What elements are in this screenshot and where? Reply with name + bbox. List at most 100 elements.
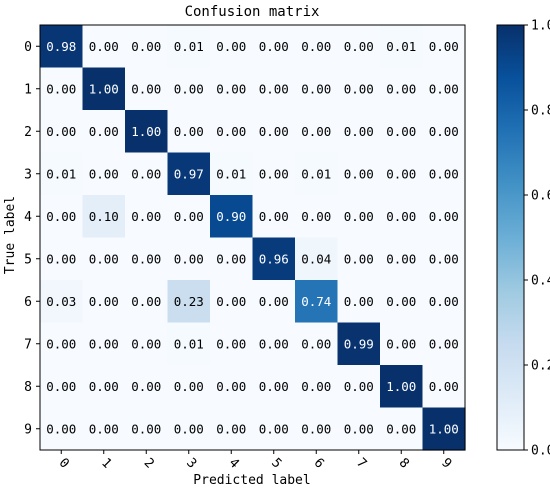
heatmap-cell	[422, 237, 466, 281]
cell-value-label: 0.00	[344, 379, 374, 394]
heatmap-cell	[167, 407, 211, 451]
cell-value-label: 0.01	[386, 39, 416, 54]
heatmap-cell	[210, 152, 254, 196]
heatmap-cell	[295, 280, 339, 324]
cell-value-label: 0.00	[46, 124, 76, 139]
heatmap-cell	[422, 322, 466, 366]
cell-value-label: 0.00	[46, 81, 76, 96]
heatmap-cell	[210, 407, 254, 451]
colorbar-tick-label: 0.2	[531, 359, 550, 374]
heatmap-cell	[337, 152, 381, 196]
cell-value-label: 0.00	[429, 294, 459, 309]
colorbar-tick-label: 0.0	[531, 444, 550, 459]
cell-value-label: 0.00	[216, 336, 246, 351]
cell-value-label: 0.00	[174, 421, 204, 436]
cell-value-label: 0.00	[301, 81, 331, 96]
heatmap-cell	[167, 67, 211, 111]
heatmap-cell	[337, 25, 381, 69]
heatmap-cell	[337, 237, 381, 281]
cell-value-label: 0.23	[174, 294, 204, 309]
heatmap-cell	[210, 365, 254, 409]
colorbar-tick-label: 0.6	[531, 189, 550, 204]
colorbar	[496, 24, 525, 451]
cell-value-label: 0.00	[429, 166, 459, 181]
heatmap-cell	[82, 152, 126, 196]
y-tick-label: 8	[24, 380, 32, 395]
heatmap-cell	[380, 110, 424, 154]
cell-value-label: 0.00	[89, 39, 119, 54]
heatmap-cell	[82, 195, 126, 239]
x-tick-label: 2	[141, 455, 157, 471]
heatmap-cell	[422, 195, 466, 239]
heatmap-cell	[40, 67, 84, 111]
heatmap-cell	[295, 407, 339, 451]
heatmap-cell	[125, 365, 169, 409]
y-tick-label: 1	[24, 82, 32, 97]
heatmap-cell	[40, 110, 84, 154]
cell-value-label: 1.00	[386, 379, 416, 394]
cell-value-label: 0.00	[259, 336, 289, 351]
cell-value-label: 0.00	[386, 81, 416, 96]
cell-value-label: 0.00	[344, 421, 374, 436]
heatmap-cell	[82, 237, 126, 281]
cell-value-label: 0.00	[216, 81, 246, 96]
cell-value-label: 0.00	[344, 124, 374, 139]
cell-value-label: 1.00	[429, 421, 459, 436]
cell-value-label: 0.00	[301, 421, 331, 436]
x-tick-label: 7	[353, 455, 369, 471]
heatmap-cell	[210, 67, 254, 111]
cell-value-label: 0.00	[131, 421, 161, 436]
cell-value-label: 0.01	[301, 166, 331, 181]
cell-value-label: 0.00	[344, 251, 374, 266]
x-tick-label: 9	[438, 455, 454, 471]
heatmap-cell	[337, 407, 381, 451]
y-tick-label: 9	[24, 422, 32, 437]
heatmap-cell	[380, 365, 424, 409]
cell-value-label: 0.01	[216, 166, 246, 181]
chart-title: Confusion matrix	[185, 4, 320, 20]
cell-value-label: 0.00	[386, 124, 416, 139]
heatmap-cell	[337, 322, 381, 366]
cell-value-label: 0.00	[344, 294, 374, 309]
cell-value-label: 0.00	[131, 294, 161, 309]
heatmap-cell	[380, 25, 424, 69]
heatmap-cell	[422, 280, 466, 324]
cell-value-label: 0.00	[301, 124, 331, 139]
cell-value-label: 0.00	[174, 251, 204, 266]
heatmap-cell	[40, 322, 84, 366]
heatmap-cell	[167, 237, 211, 281]
heatmap-cell	[380, 280, 424, 324]
heatmap-cell	[422, 407, 466, 451]
heatmap-cell	[125, 237, 169, 281]
cell-value-label: 0.10	[89, 209, 119, 224]
heatmap-cell	[380, 67, 424, 111]
cell-value-label: 0.00	[259, 166, 289, 181]
cell-value-label: 0.00	[429, 81, 459, 96]
cell-value-label: 0.00	[429, 39, 459, 54]
heatmap-cell	[337, 195, 381, 239]
heatmap-cell	[82, 110, 126, 154]
x-axis-ticks: 0 1 2 3 4 5 6 7 8 9	[56, 450, 454, 472]
cell-value-label: 0.00	[89, 336, 119, 351]
heatmap-cell	[125, 322, 169, 366]
cell-value-label: 0.00	[259, 421, 289, 436]
cell-value-label: 0.00	[46, 421, 76, 436]
cell-value-label: 0.00	[89, 294, 119, 309]
cell-value-label: 0.00	[89, 379, 119, 394]
heatmap-cell	[40, 195, 84, 239]
cell-value-label: 1.00	[89, 81, 119, 96]
heatmap-cell	[422, 152, 466, 196]
heatmap-cell	[125, 110, 169, 154]
cell-value-label: 0.00	[344, 81, 374, 96]
heatmap-cell	[210, 195, 254, 239]
heatmap-cell	[422, 25, 466, 69]
cell-value-label: 0.00	[301, 336, 331, 351]
cell-value-label: 0.00	[259, 379, 289, 394]
heatmap-cell	[82, 407, 126, 451]
heatmap-cell	[167, 25, 211, 69]
heatmap-cell	[252, 237, 296, 281]
cell-value-label: 0.00	[46, 336, 76, 351]
heatmap-cells	[40, 25, 466, 451]
